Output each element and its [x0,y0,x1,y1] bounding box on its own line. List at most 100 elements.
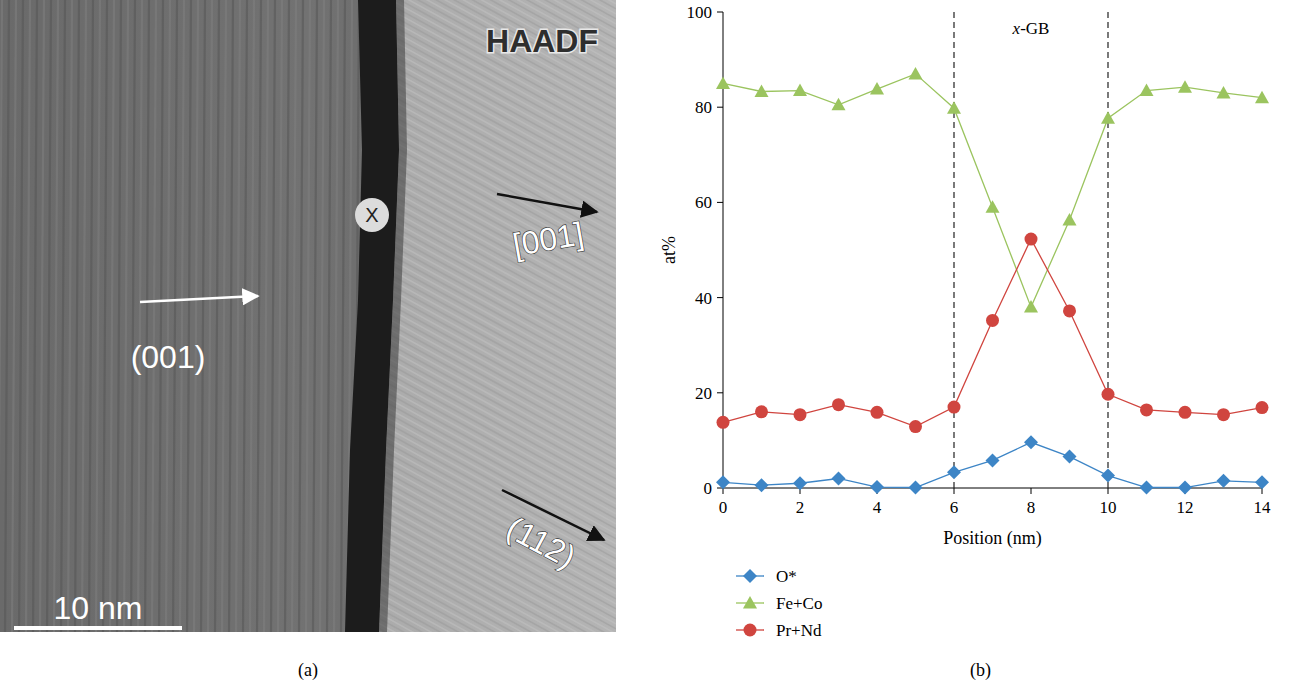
lattice-fringe [75,0,79,632]
lattice-fringe [271,0,275,632]
data-point [793,476,807,490]
data-point [871,406,884,419]
legend-marker [743,569,757,583]
data-point [1255,91,1269,104]
data-point [1063,213,1077,226]
scale-bar-label: 10 nm [54,590,143,626]
y-tick-label: 40 [695,289,712,308]
data-point [909,67,923,80]
left-lattice [0,0,373,632]
y-tick-label: 80 [695,98,712,117]
lattice-fringe [0,0,2,632]
lattice-fringe [12,0,16,632]
lattice-fringe [138,0,142,632]
data-point [1140,84,1154,97]
gb-bound-line [953,12,954,488]
data-point [1140,481,1154,495]
data-point [1024,435,1038,449]
y-tick [717,297,723,298]
gb-bound-line [1107,12,1108,488]
data-point [1101,469,1115,483]
series [716,67,1269,313]
data-point [716,76,730,89]
lattice-fringe [313,0,317,632]
lattice-fringe [300,0,616,129]
data-point [1102,388,1115,401]
plane-label: (001) [131,339,206,375]
annotation: x-GB [1012,19,1050,38]
lattice-fringe [40,0,44,632]
lattice-fringe [300,0,616,69]
lattice-fringe [257,0,261,632]
lattice-fringe [131,0,135,632]
lattice-fringe [215,0,219,632]
lattice-fringe [243,0,247,632]
legend: O*Fe+CoPr+Nd [736,567,822,640]
series [716,435,1269,494]
micrograph-content [0,0,616,632]
grain-boundary-edge [383,0,403,632]
series [717,233,1269,434]
lattice-fringe [187,0,191,632]
x-tick-label: 2 [796,498,805,517]
y-axis-title: at% [659,236,679,264]
data-point [793,84,807,97]
lattice-fringe [68,0,72,632]
lattice-fringe [300,0,616,159]
data-point [1101,111,1115,124]
data-point [1178,80,1192,93]
y-tick [717,12,723,13]
panel-label: (a) [298,660,318,681]
data-point [1256,401,1269,414]
grain-boundary [345,0,399,632]
data-point [1217,86,1231,99]
y-tick [717,392,723,393]
plane-arrow [140,296,258,302]
lattice-fringe [54,0,58,632]
lattice-fringe [145,0,149,632]
lattice-fringe [300,0,616,169]
x-tick-label: 4 [873,498,882,517]
y-tick-label: 60 [695,193,712,212]
data-point [947,101,961,114]
lattice-fringe [19,0,23,632]
lattice-fringe [5,0,9,632]
x-tick [954,488,955,494]
lattice-fringe [61,0,65,632]
series-line [723,239,1262,427]
data-point [870,480,884,494]
legend-label: Fe+Co [776,594,822,613]
data-point [1179,406,1192,419]
data-point [716,475,730,489]
left-grain [0,0,616,632]
data-point [947,465,961,479]
scale-bar [14,626,182,630]
data-point [755,405,768,418]
lattice-fringe [96,0,100,632]
legend-label: Pr+Nd [776,621,822,640]
lattice-fringe [201,0,205,632]
data-point [909,481,923,495]
data-point [1217,474,1231,488]
lattice-fringe [250,0,254,632]
lattice-fringe [236,0,240,632]
annotation-part: -GB [1020,19,1049,38]
legend-marker [743,596,757,609]
lattice-fringe [110,0,114,632]
lattice-fringe [327,0,331,632]
lattice-fringe [33,0,37,632]
x-tick-label: 10 [1100,498,1117,517]
data-point [832,398,845,411]
x-tick [1108,488,1109,494]
lattice-fringe [124,0,128,632]
lattice-fringe [26,0,30,632]
data-point [986,314,999,327]
lattice-fringe [194,0,198,632]
lattice-fringe [103,0,107,632]
y-tick-label: 20 [695,384,712,403]
y-tick [717,107,723,108]
panel-label: (b) [970,660,991,681]
plot-area [716,67,1269,495]
direction-arrow [497,194,597,212]
lattice-fringe [159,0,163,632]
